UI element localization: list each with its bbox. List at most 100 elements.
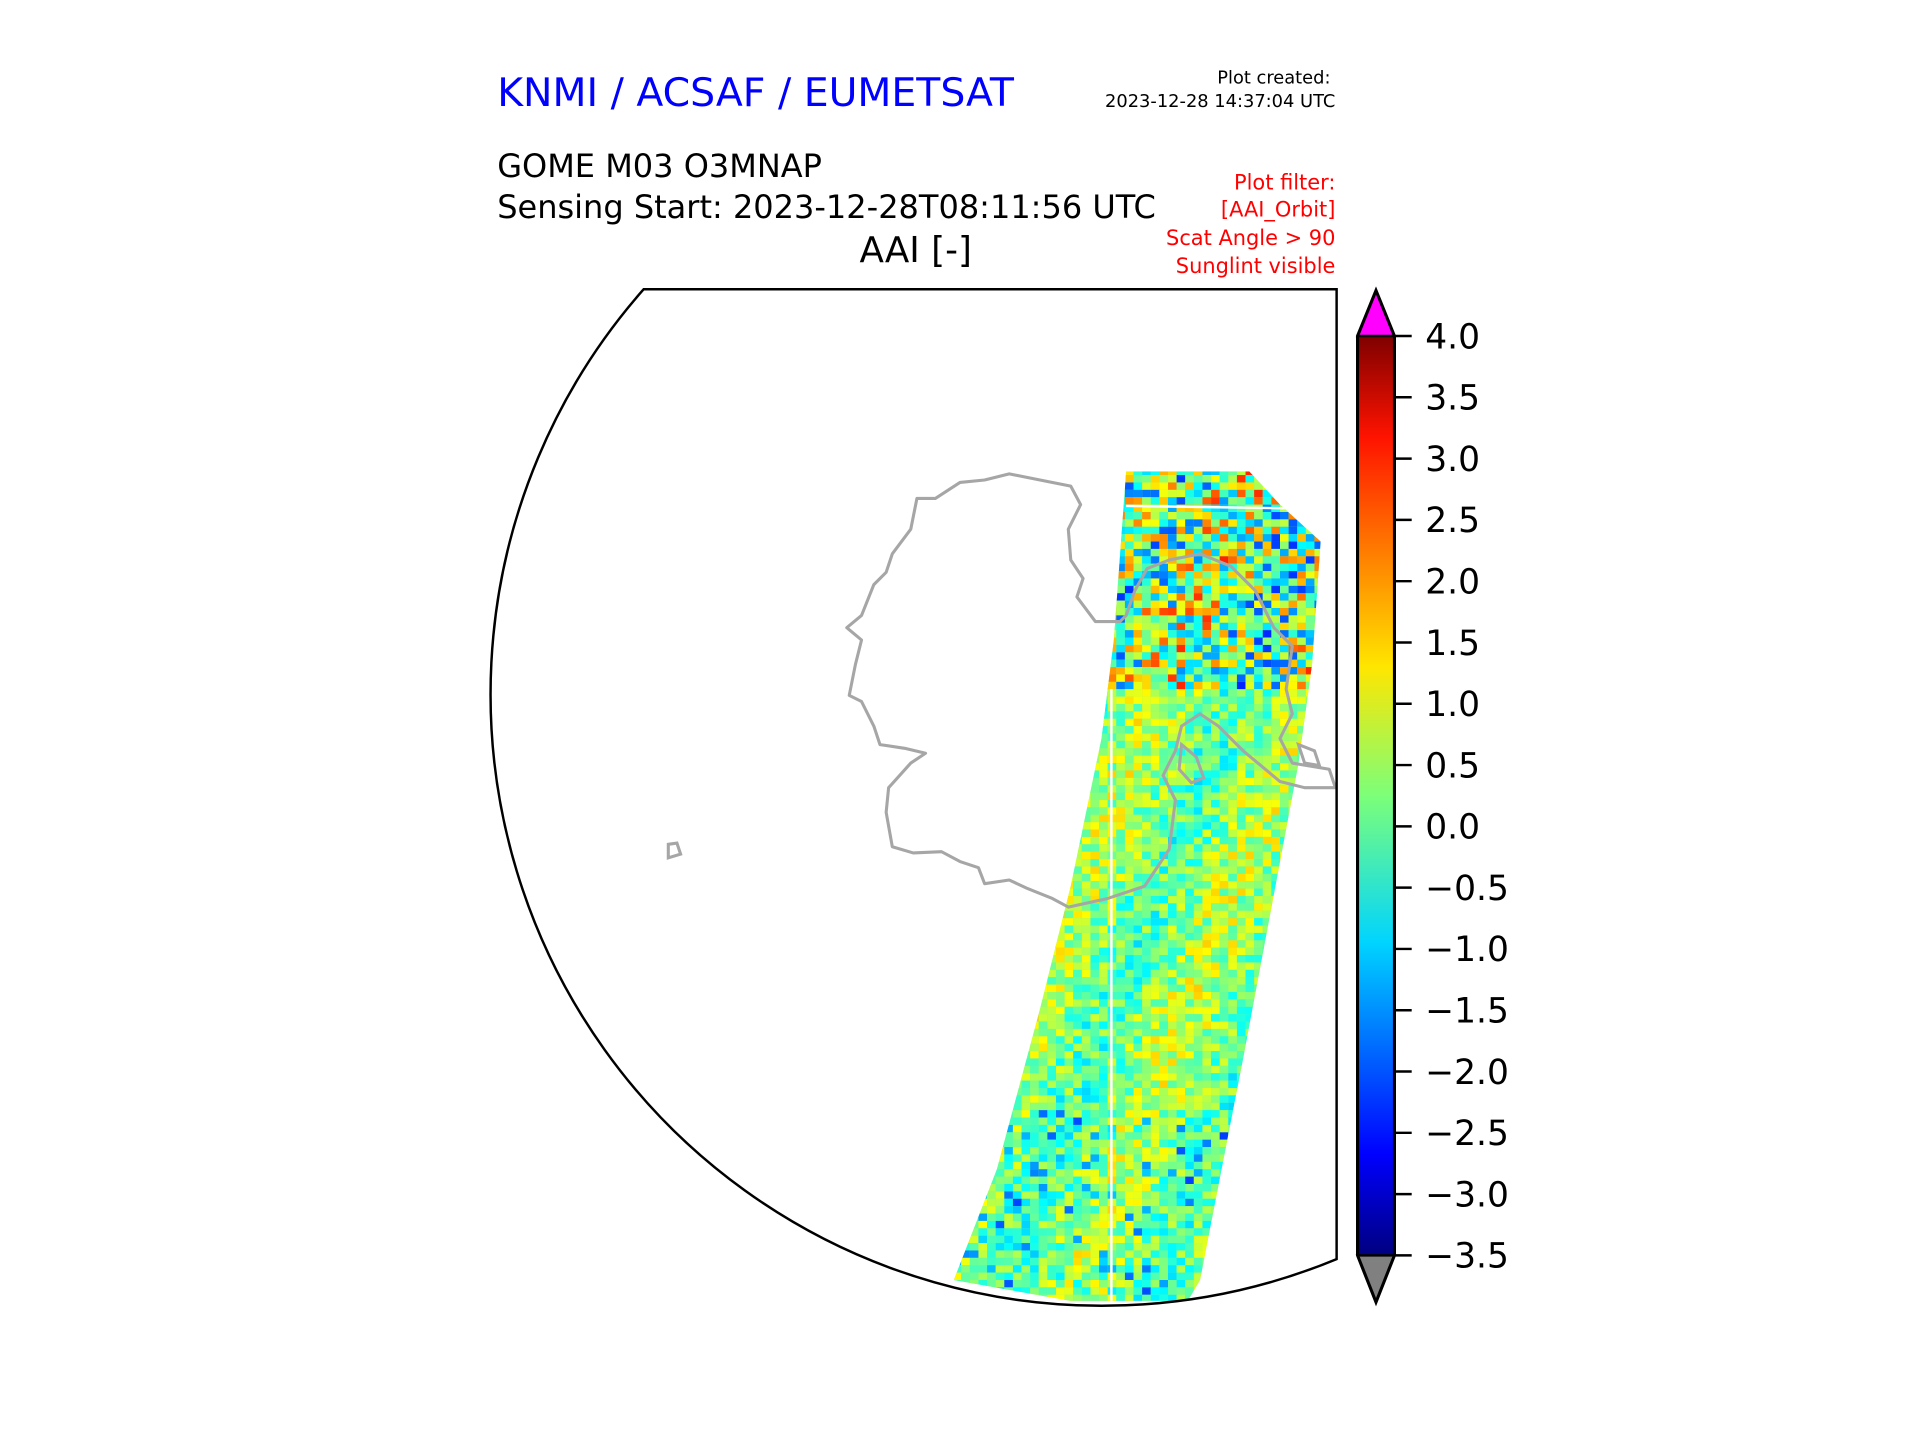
swath-pixel <box>1305 1235 1315 1244</box>
swath-pixel <box>995 689 1005 697</box>
swath-pixel <box>978 1124 988 1133</box>
swath-pixel <box>1297 940 1306 948</box>
swath-pixel <box>1056 696 1065 704</box>
swath-pixel <box>1228 836 1237 845</box>
swath-pixel <box>1168 585 1177 594</box>
swath-pixel <box>1090 1243 1100 1251</box>
swath-pixel <box>1159 1124 1168 1133</box>
swath-pixel <box>1124 740 1134 749</box>
swath-pixel <box>995 726 1005 734</box>
swath-pixel <box>944 756 953 763</box>
swath-pixel <box>961 763 970 771</box>
swath-pixel <box>1081 1169 1091 1177</box>
swath-pixel <box>1280 1206 1289 1214</box>
swath-pixel <box>1038 1065 1048 1074</box>
swath-pixel <box>1004 1088 1013 1096</box>
swath-pixel <box>1133 1095 1143 1103</box>
swath-pixel <box>1064 652 1074 660</box>
swath-pixel <box>1012 873 1022 882</box>
swath-pixel <box>1280 748 1289 756</box>
swath-pixel <box>1185 630 1194 638</box>
swath-pixel <box>1297 910 1306 919</box>
swath-pixel <box>1176 1051 1186 1059</box>
swath-pixel <box>969 489 979 498</box>
swath-pixel <box>935 638 944 645</box>
swath-pixel <box>1004 504 1013 512</box>
swath-pixel <box>1193 1132 1203 1140</box>
swath-pixel <box>1314 556 1321 564</box>
swath-pixel <box>1038 903 1048 911</box>
swath-pixel <box>1030 873 1039 882</box>
swath-pixel <box>1056 925 1065 933</box>
swath-pixel <box>1064 726 1074 734</box>
swath-pixel <box>1305 497 1315 505</box>
swath-pixel <box>1090 1043 1100 1052</box>
swath-pixel <box>1012 829 1022 837</box>
swath-pixel <box>987 578 996 586</box>
swath-pixel <box>1297 1080 1306 1088</box>
swath-pixel <box>935 1243 944 1250</box>
swath-pixel <box>1056 534 1065 542</box>
swath-pixel <box>1288 888 1298 896</box>
swath-pixel <box>995 785 1005 793</box>
swath-pixel <box>1090 593 1100 601</box>
swath-pixel <box>1185 578 1194 586</box>
swath-pixel <box>1124 969 1134 978</box>
swath-pixel <box>1236 873 1246 882</box>
swath-pixel <box>995 497 1005 505</box>
swath-pixel <box>1116 910 1125 919</box>
swath-pixel <box>1133 896 1143 904</box>
swath-pixel <box>1219 585 1229 594</box>
swath-pixel <box>961 814 970 823</box>
swath-pixel <box>953 1235 962 1244</box>
swath-pixel <box>1133 1065 1143 1074</box>
swath-pixel <box>1073 1213 1082 1221</box>
swath-pixel <box>953 1257 962 1266</box>
swath-pixel <box>978 1088 988 1096</box>
swath-pixel <box>1185 800 1194 808</box>
swath-pixel <box>1159 1139 1168 1148</box>
swath-pixel <box>1297 1228 1306 1236</box>
swath-pixel <box>1245 1220 1255 1229</box>
swath-pixel <box>1314 955 1321 963</box>
swath-pixel <box>1254 755 1263 764</box>
swath-pixel <box>1262 932 1272 941</box>
swath-pixel <box>961 696 970 704</box>
swath-pixel <box>1305 1080 1315 1088</box>
swath-pixel <box>1012 1235 1022 1244</box>
swath-pixel <box>1038 1036 1048 1044</box>
swath-pixel <box>1150 674 1160 682</box>
swath-pixel <box>1012 1206 1022 1214</box>
swath-pixel <box>1047 1250 1056 1258</box>
swath-pixel <box>1245 1235 1255 1244</box>
swath-pixel <box>1280 1014 1289 1022</box>
swath-pixel <box>1280 652 1289 660</box>
swath-pixel <box>1073 836 1082 845</box>
swath-pixel <box>1271 1117 1280 1125</box>
swath-pixel <box>1314 681 1321 690</box>
swath-pixel <box>1047 977 1056 985</box>
swath-pixel <box>1228 1080 1237 1088</box>
swath-pixel <box>1142 925 1151 933</box>
swath-pixel <box>961 1161 970 1170</box>
swath-pixel <box>1133 940 1143 948</box>
swath-pixel <box>1116 829 1125 837</box>
swath-pixel <box>1168 593 1177 601</box>
swath-pixel <box>1116 497 1125 505</box>
swath-pixel <box>1262 800 1272 808</box>
swath-pixel <box>1064 896 1074 904</box>
swath-pixel <box>1280 475 1289 483</box>
swath-pixel <box>1314 718 1321 727</box>
swath-pixel <box>1021 1043 1031 1052</box>
swath-pixel <box>1193 1235 1203 1244</box>
swath-pixel <box>978 1235 988 1244</box>
swath-pixel <box>1271 534 1280 542</box>
swath-pixel <box>1262 844 1272 852</box>
swath-pixel <box>1012 814 1022 823</box>
swath-pixel <box>1004 1257 1013 1266</box>
swath-pixel <box>1090 571 1100 579</box>
swath-pixel <box>1305 1206 1315 1214</box>
swath-pixel <box>1081 519 1091 527</box>
swath-pixel <box>1142 1073 1151 1081</box>
swath-pixel <box>1228 556 1237 564</box>
